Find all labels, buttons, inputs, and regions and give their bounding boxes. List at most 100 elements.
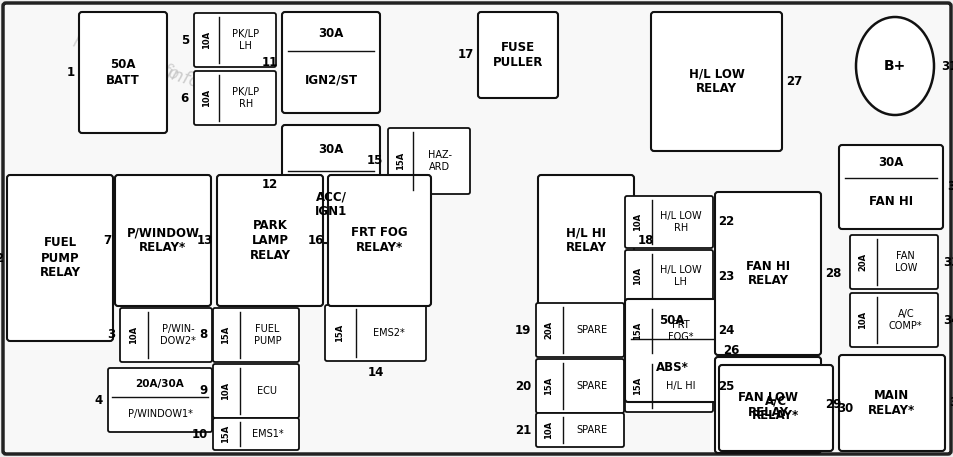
Text: FAN LOW
RELAY: FAN LOW RELAY — [738, 391, 797, 419]
Text: MAIN
RELAY*: MAIN RELAY* — [867, 389, 915, 417]
FancyBboxPatch shape — [108, 368, 212, 432]
Text: 12: 12 — [261, 177, 277, 191]
Text: 10A: 10A — [633, 213, 641, 231]
Text: H/L LOW
LH: H/L LOW LH — [659, 265, 700, 287]
Text: FRT FOG
RELAY*: FRT FOG RELAY* — [351, 227, 407, 255]
Text: FUSE
PULLER: FUSE PULLER — [493, 41, 542, 69]
FancyBboxPatch shape — [3, 3, 950, 454]
FancyBboxPatch shape — [838, 355, 944, 451]
FancyBboxPatch shape — [7, 175, 112, 341]
FancyBboxPatch shape — [120, 308, 212, 362]
FancyBboxPatch shape — [714, 357, 821, 453]
Text: H/L HI
RELAY: H/L HI RELAY — [565, 227, 606, 255]
Text: SPARE: SPARE — [576, 425, 607, 435]
FancyBboxPatch shape — [714, 192, 821, 355]
Text: Fuse-box.info: Fuse-box.info — [82, 37, 202, 92]
Text: A/C
RELAY*: A/C RELAY* — [752, 394, 799, 422]
FancyBboxPatch shape — [115, 175, 211, 306]
Text: 9: 9 — [199, 384, 208, 398]
FancyBboxPatch shape — [536, 303, 623, 357]
Text: 1: 1 — [67, 66, 75, 79]
Text: PK/LP
RH: PK/LP RH — [233, 87, 259, 109]
Text: 22: 22 — [718, 216, 734, 228]
Text: 15: 15 — [366, 154, 382, 168]
Text: 30: 30 — [836, 402, 852, 414]
Text: 6: 6 — [180, 91, 189, 105]
Text: 15A: 15A — [221, 326, 230, 344]
Text: Fuse-box.info: Fuse-box.info — [70, 32, 181, 84]
FancyBboxPatch shape — [477, 12, 558, 98]
Text: FUEL
PUMP
RELAY: FUEL PUMP RELAY — [39, 237, 80, 280]
Text: 4: 4 — [94, 393, 103, 406]
FancyBboxPatch shape — [624, 196, 712, 248]
Text: FUEL
PUMP: FUEL PUMP — [253, 324, 281, 346]
Text: 17: 17 — [457, 48, 474, 62]
Text: 10A: 10A — [201, 31, 211, 49]
FancyBboxPatch shape — [624, 305, 712, 357]
Text: IGN2/ST: IGN2/ST — [304, 73, 357, 86]
Text: 10A: 10A — [201, 89, 211, 107]
Text: 20A: 20A — [544, 321, 553, 339]
FancyBboxPatch shape — [624, 250, 712, 302]
FancyBboxPatch shape — [79, 12, 167, 133]
Text: FAN HI: FAN HI — [868, 195, 912, 207]
Text: H/L LOW
RELAY: H/L LOW RELAY — [688, 68, 743, 96]
Text: 21: 21 — [515, 424, 531, 436]
FancyBboxPatch shape — [536, 359, 623, 413]
Ellipse shape — [855, 17, 933, 115]
Text: 15A: 15A — [633, 322, 641, 340]
FancyBboxPatch shape — [388, 128, 470, 194]
FancyBboxPatch shape — [282, 12, 379, 113]
Text: PK/LP
LH: PK/LP LH — [233, 29, 259, 51]
Text: ACC/
IGN1: ACC/ IGN1 — [314, 190, 347, 218]
Text: 10A: 10A — [544, 421, 553, 439]
Text: 15A: 15A — [395, 152, 404, 170]
FancyBboxPatch shape — [849, 293, 937, 347]
Text: 18: 18 — [638, 234, 654, 247]
Text: 5: 5 — [180, 33, 189, 47]
Text: 26: 26 — [722, 344, 739, 357]
Text: 20: 20 — [515, 379, 531, 393]
Text: H/L LOW
RH: H/L LOW RH — [659, 211, 700, 233]
Text: 8: 8 — [199, 329, 208, 341]
Text: ABS*: ABS* — [655, 361, 688, 374]
Text: 10A: 10A — [633, 267, 641, 285]
Text: 33: 33 — [942, 255, 953, 269]
Text: 10: 10 — [192, 427, 208, 441]
Text: FAN HI
RELAY: FAN HI RELAY — [745, 260, 789, 287]
Text: FRT
FOG*: FRT FOG* — [667, 320, 693, 342]
Text: 34: 34 — [942, 314, 953, 326]
Text: 50A: 50A — [659, 314, 684, 327]
Text: 23: 23 — [718, 270, 734, 282]
Text: H/L HI: H/L HI — [665, 381, 695, 391]
FancyBboxPatch shape — [650, 12, 781, 151]
Text: 30A: 30A — [318, 27, 343, 40]
FancyBboxPatch shape — [193, 71, 275, 125]
Text: P/WINDOW1*: P/WINDOW1* — [128, 409, 193, 419]
Text: 10A: 10A — [129, 326, 138, 344]
Text: 15A: 15A — [221, 425, 230, 443]
Text: PARK
LAMP
RELAY: PARK LAMP RELAY — [250, 219, 291, 262]
Text: 32: 32 — [946, 181, 953, 193]
Text: 35: 35 — [948, 397, 953, 409]
Text: 20A/30A: 20A/30A — [135, 379, 184, 389]
FancyBboxPatch shape — [282, 125, 379, 243]
Text: 15A: 15A — [633, 377, 641, 395]
Text: HAZ-
ARD: HAZ- ARD — [428, 150, 452, 172]
Text: 50A
BATT: 50A BATT — [106, 58, 140, 86]
FancyBboxPatch shape — [213, 364, 298, 418]
Text: 28: 28 — [824, 267, 841, 280]
FancyBboxPatch shape — [325, 305, 426, 361]
Text: 7: 7 — [103, 234, 111, 247]
Text: EMS1*: EMS1* — [252, 429, 283, 439]
Text: 11: 11 — [261, 56, 277, 69]
Text: 3: 3 — [107, 329, 115, 341]
Text: 10A: 10A — [221, 382, 230, 400]
FancyBboxPatch shape — [838, 145, 942, 229]
FancyBboxPatch shape — [719, 365, 832, 451]
Text: 30A: 30A — [878, 156, 902, 170]
FancyBboxPatch shape — [536, 413, 623, 447]
FancyBboxPatch shape — [849, 235, 937, 289]
Text: 10A: 10A — [858, 311, 866, 329]
FancyBboxPatch shape — [213, 418, 298, 450]
